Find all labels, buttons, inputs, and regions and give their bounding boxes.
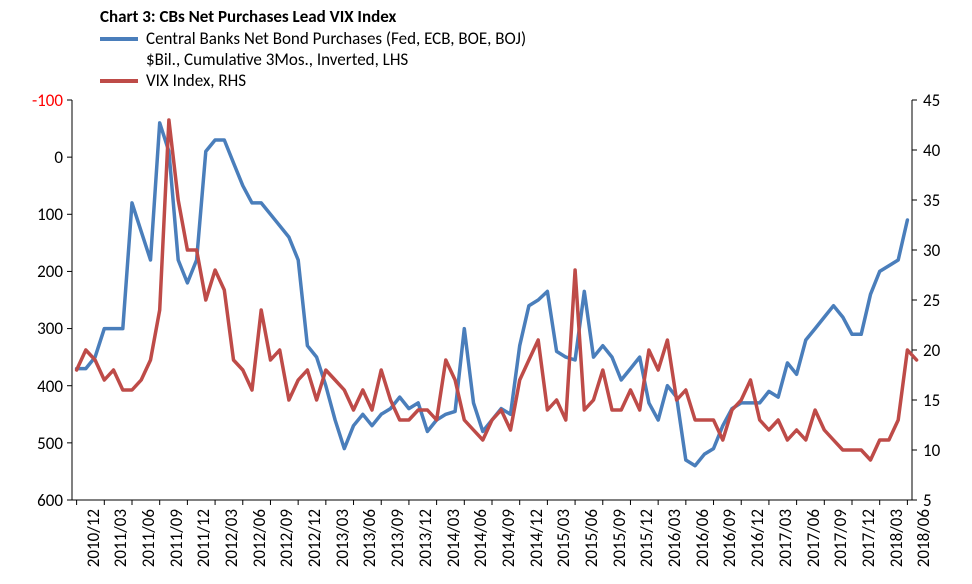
xtick: 2010/12 — [83, 509, 104, 584]
chart-container: Chart 3: CBs Net Purchases Lead VIX Inde… — [0, 0, 972, 584]
ytick-left: -100 — [3, 90, 63, 111]
ytick-left: 600 — [3, 490, 63, 511]
xtick: 2012/03 — [221, 509, 242, 584]
ytick-right: 35 — [923, 190, 972, 211]
xtick: 2011/09 — [166, 509, 187, 584]
xtick: 2015/12 — [636, 509, 657, 584]
xtick: 2013/06 — [359, 509, 380, 584]
xtick: 2017/09 — [830, 509, 851, 584]
ytick-right: 5 — [923, 490, 972, 511]
xtick: 2013/12 — [415, 509, 436, 584]
ytick-left: 200 — [3, 261, 63, 282]
xtick: 2012/09 — [276, 509, 297, 584]
xtick: 2016/09 — [719, 509, 740, 584]
ytick-right: 15 — [923, 390, 972, 411]
xtick: 2011/03 — [110, 509, 131, 584]
xtick: 2011/12 — [193, 509, 214, 584]
xtick: 2014/12 — [526, 509, 547, 584]
ytick-right: 30 — [923, 240, 972, 261]
ytick-right: 25 — [923, 290, 972, 311]
ytick-left: 300 — [3, 318, 63, 339]
xtick: 2013/09 — [387, 509, 408, 584]
xtick: 2014/03 — [443, 509, 464, 584]
ytick-left: 0 — [3, 147, 63, 168]
ytick-right: 20 — [923, 340, 972, 361]
xtick: 2017/12 — [858, 509, 879, 584]
xtick: 2018/06 — [913, 509, 934, 584]
ytick-right: 45 — [923, 90, 972, 111]
xtick: 2014/06 — [470, 509, 491, 584]
xtick: 2016/12 — [747, 509, 768, 584]
xtick: 2016/06 — [692, 509, 713, 584]
xtick: 2018/03 — [886, 509, 907, 584]
ytick-left: 400 — [3, 376, 63, 397]
xtick: 2012/12 — [304, 509, 325, 584]
plot-area — [0, 0, 972, 584]
xtick: 2015/03 — [553, 509, 574, 584]
xtick: 2012/06 — [249, 509, 270, 584]
xtick: 2014/09 — [498, 509, 519, 584]
xtick: 2016/03 — [664, 509, 685, 584]
xtick: 2013/03 — [332, 509, 353, 584]
xtick: 2011/06 — [138, 509, 159, 584]
ytick-right: 40 — [923, 140, 972, 161]
xtick: 2017/06 — [803, 509, 824, 584]
ytick-left: 100 — [3, 204, 63, 225]
xtick: 2017/03 — [775, 509, 796, 584]
ytick-right: 10 — [923, 440, 972, 461]
xtick: 2015/06 — [581, 509, 602, 584]
xtick: 2015/09 — [609, 509, 630, 584]
ytick-left: 500 — [3, 433, 63, 454]
